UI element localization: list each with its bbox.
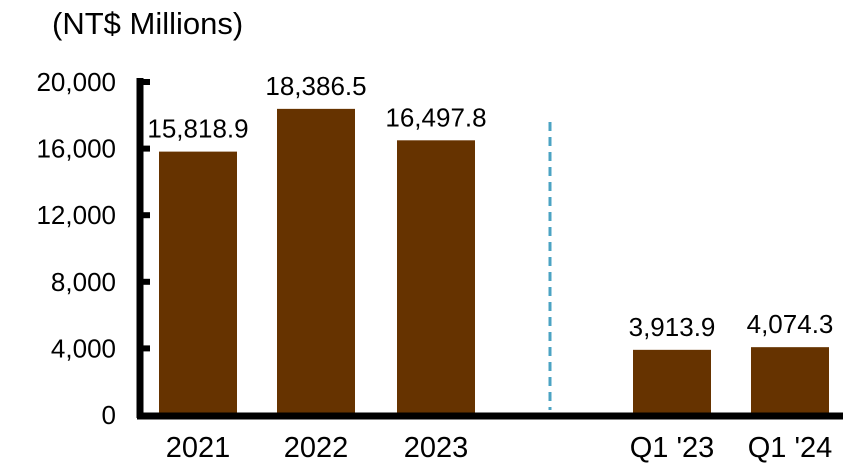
y-tick-label: 0 [102, 400, 116, 430]
bar [397, 140, 475, 415]
y-tick-label: 8,000 [51, 267, 116, 297]
y-tick-label: 16,000 [36, 134, 116, 164]
x-tick-label: 2022 [284, 432, 349, 463]
data-label: 3,913.9 [629, 312, 716, 342]
y-tick-label: 4,000 [51, 333, 116, 363]
x-tick-label: 2021 [166, 432, 231, 463]
x-tick-label: 2023 [404, 432, 469, 463]
y-tick-label: 20,000 [36, 67, 116, 97]
data-label: 16,497.8 [385, 102, 486, 132]
data-label: 15,818.9 [147, 114, 248, 144]
bar [633, 349, 711, 415]
x-tick-label: Q1 '24 [748, 432, 833, 463]
bars [159, 108, 829, 416]
x-axis-labels: 2021 2022 2023 Q1 '23 Q1 '24 [166, 432, 833, 464]
value-labels: 15,818.9 18,386.5 16,497.8 3,913.9 4,074.3 [147, 71, 833, 342]
x-tick-label: Q1 '23 [630, 432, 715, 463]
bar [277, 108, 355, 415]
bar [159, 151, 237, 416]
data-label: 4,074.3 [747, 309, 834, 339]
unit-label: (NT$ Millions) [52, 6, 244, 41]
y-axis-ticks: 0 4,000 8,000 12,000 16,000 20,000 [36, 67, 150, 430]
y-tick-label: 12,000 [36, 200, 116, 230]
data-label: 18,386.5 [265, 71, 366, 101]
bar [751, 347, 829, 415]
